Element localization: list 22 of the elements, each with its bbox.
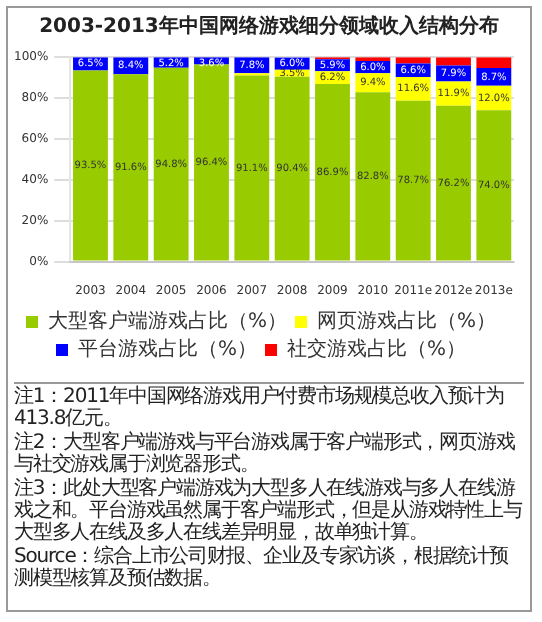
bar [274, 76, 310, 261]
bar [153, 67, 189, 261]
legend-label: 平台游戏占比（%） [78, 337, 258, 362]
text: 注1：2011年中国网络游戏用户付费市场规模总收入预计为413.8亿元。 [14, 386, 507, 430]
bar [234, 75, 270, 261]
legend-label: 大型客户端游戏占比（%） [48, 309, 288, 334]
source-note: Source：综合上市公司财报、企业及专家访谈，根据统计预测模型核算及预估数据。 [14, 546, 510, 590]
bar [395, 100, 431, 261]
bar [395, 57, 431, 64]
bar [476, 110, 512, 261]
text: 注2：大型客户端游戏与平台游戏属于客户端形式，网页游戏与社交游戏属于浏览器形式。 [14, 432, 517, 476]
bar [355, 92, 391, 261]
bar [476, 57, 512, 69]
legend-label: 网页游戏占比（%） [317, 309, 497, 334]
chart-title: 2003-2013年中国网络游戏细分领域收入结构分布 [37, 13, 501, 40]
bar [113, 74, 149, 261]
bar [315, 83, 350, 261]
bar [194, 64, 229, 261]
legend-label: 社交游戏占比（%） [287, 337, 467, 362]
text: 注3：此处大型客户端游戏为大型多人在线游戏与多人在线游戏之和。平台游戏虽然属于客户端形式，但是从游戏特性上与大型多人在线及多人在线差异明显，故单独计算。 [14, 478, 524, 544]
bar [73, 70, 108, 261]
bar [436, 105, 471, 261]
